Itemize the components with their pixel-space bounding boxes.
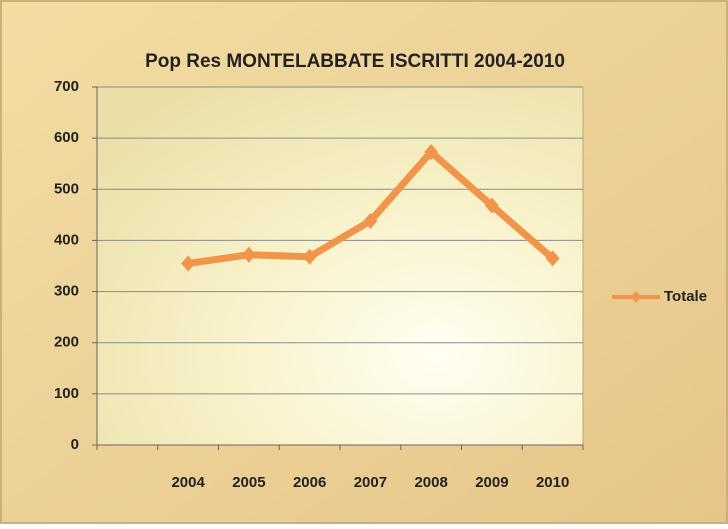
x-tick-label: 2007 <box>354 474 387 491</box>
y-tick-label: 400 <box>54 231 79 248</box>
marker <box>302 248 317 265</box>
y-tick-label: 100 <box>54 385 79 402</box>
x-tick-label: 2004 <box>171 474 205 491</box>
x-tick-label: 2009 <box>475 474 508 491</box>
y-tick-label: 600 <box>54 129 79 146</box>
y-tick-label: 200 <box>54 334 79 351</box>
marker <box>484 197 499 214</box>
marker <box>545 250 560 267</box>
plot-area <box>96 86 584 446</box>
marker <box>181 255 196 272</box>
x-tick-label: 2006 <box>293 474 326 491</box>
marker <box>241 246 256 263</box>
marker <box>363 212 378 229</box>
marker <box>424 143 439 160</box>
y-tick-label: 0 <box>71 436 79 453</box>
x-tick-label: 2005 <box>232 474 265 491</box>
x-tick-label: 2010 <box>536 474 569 491</box>
y-tick-label: 300 <box>54 283 79 300</box>
legend-marker <box>631 291 641 303</box>
y-tick-label: 700 <box>54 78 79 95</box>
chart-title: Pop Res MONTELABBATE ISCRITTI 2004-2010 <box>145 51 565 72</box>
y-tick-label: 500 <box>54 180 79 197</box>
legend-label: Totale <box>664 288 707 305</box>
x-tick-label: 2008 <box>414 474 447 491</box>
